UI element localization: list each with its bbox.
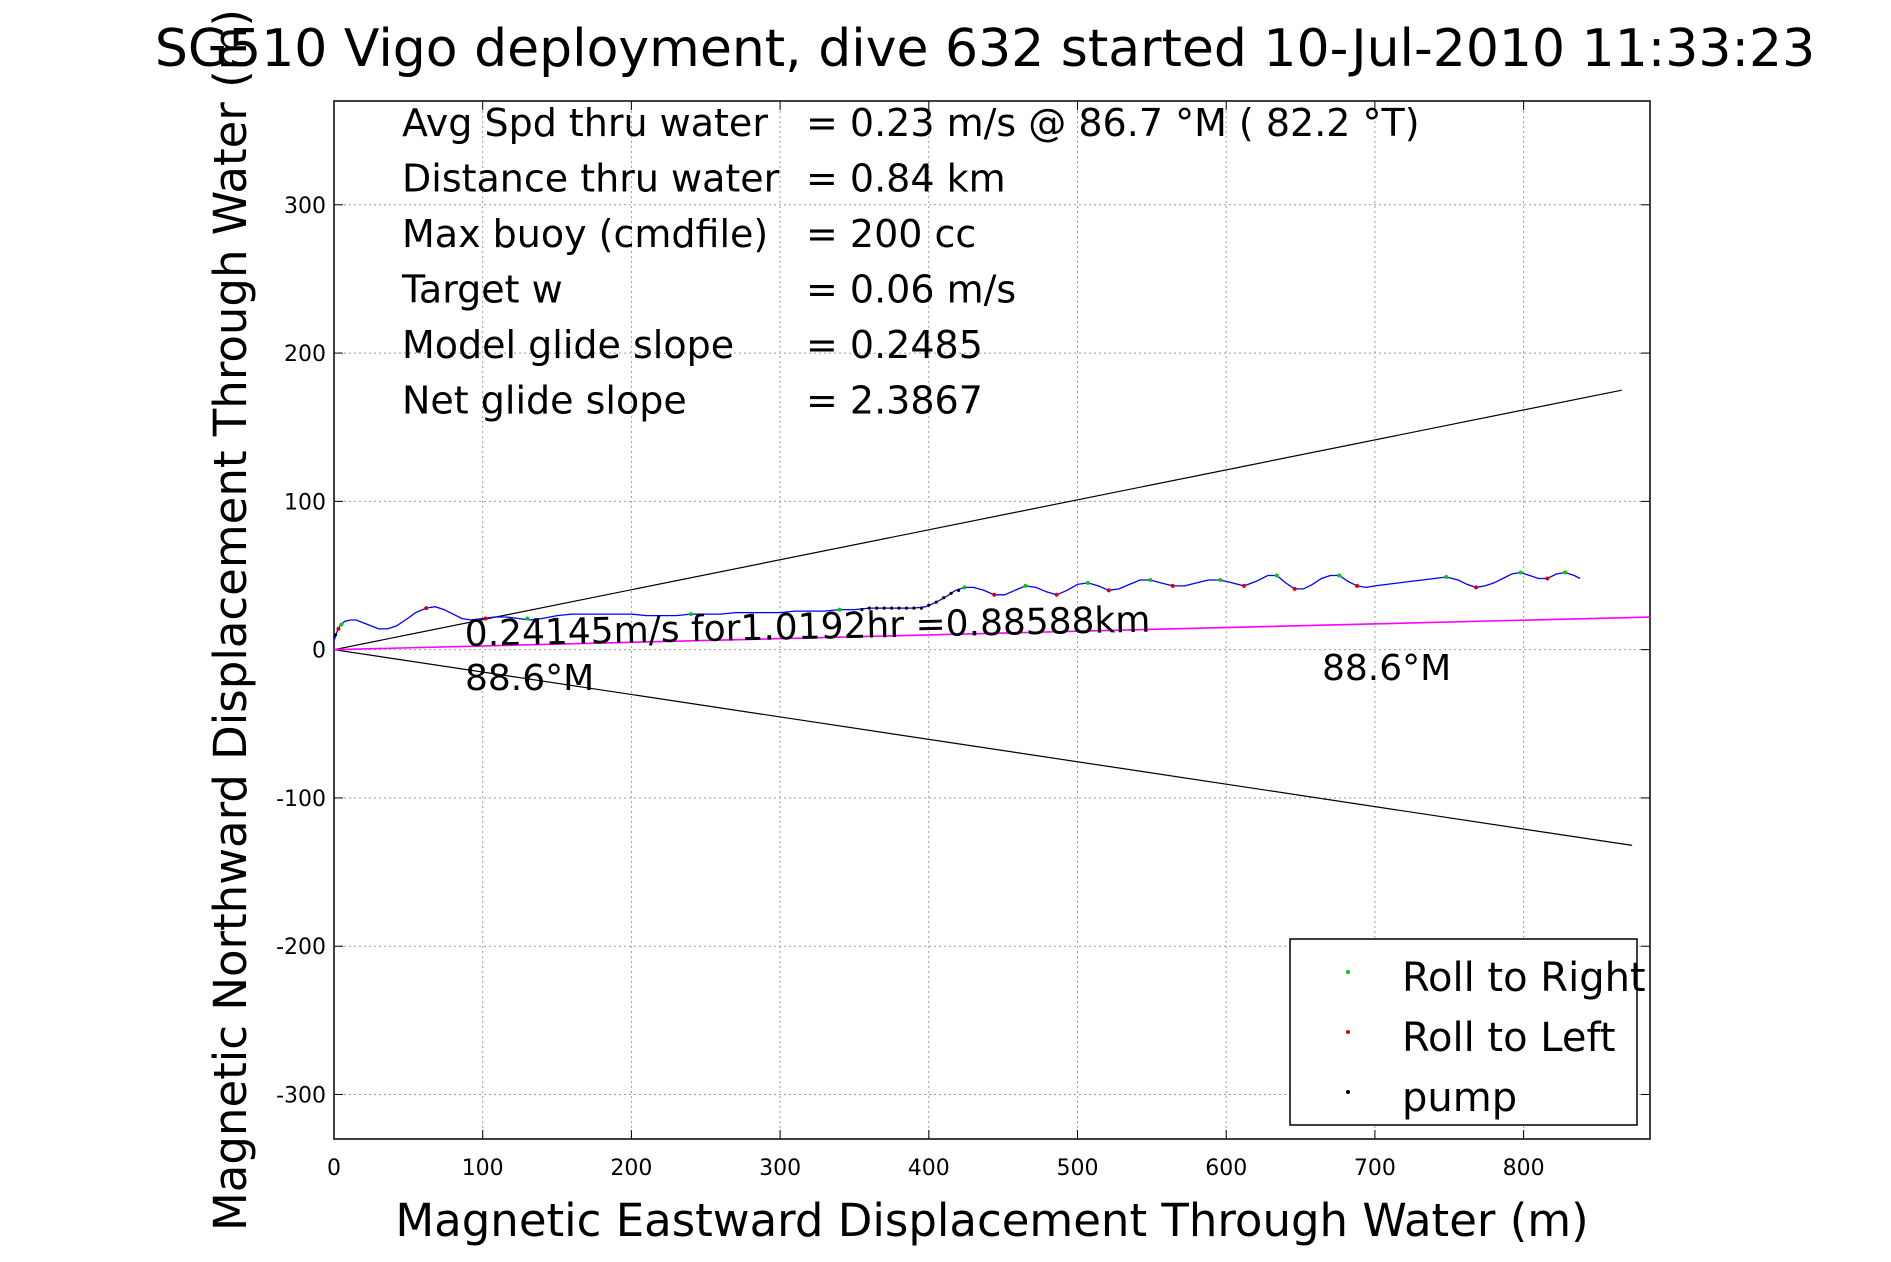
info-value: = 0.84 km	[806, 157, 1006, 201]
info-value: = 0.06 m/s	[806, 268, 1016, 312]
roll-left-marker	[483, 616, 488, 621]
x-tick-label: 800	[1503, 1156, 1545, 1181]
roll-left-marker	[1355, 583, 1360, 588]
pump-marker	[904, 606, 909, 610]
roll-right-marker	[1337, 573, 1342, 578]
roll-left-marker	[1545, 576, 1550, 581]
roll-left-marker	[992, 592, 997, 597]
x-axis-ticks: 0 100 200 300 400 500 600 700 800	[327, 101, 1545, 1181]
y-tick-label: -200	[276, 935, 326, 960]
roll-right-marker	[525, 616, 530, 621]
info-label: Model glide slope	[402, 323, 734, 367]
info-value: = 0.23 m/s @ 86.7 °M ( 82.2 °T)	[806, 101, 1420, 145]
y-tick-label: -100	[276, 787, 326, 812]
pump-marker	[934, 600, 938, 604]
info-label: Target w	[401, 268, 563, 312]
roll-right-marker	[837, 607, 842, 612]
legend-marker	[1346, 970, 1350, 974]
legend-marker	[1346, 1030, 1350, 1034]
info-label: Distance thru water	[402, 157, 780, 201]
x-tick-label: 200	[610, 1156, 652, 1181]
roll-and-pump-markers	[333, 570, 1568, 637]
y-tick-label: 300	[284, 194, 326, 219]
roll-right-marker	[1518, 570, 1523, 575]
y-tick-label: 0	[312, 639, 326, 664]
roll-left-marker	[1242, 583, 1247, 588]
legend-label: Roll to Right	[1402, 955, 1646, 1001]
roll-left-marker	[424, 606, 429, 611]
pump-marker	[890, 606, 894, 610]
pump-marker	[875, 606, 879, 610]
roll-right-marker	[1218, 577, 1223, 582]
pump-marker	[956, 588, 961, 592]
roll-right-marker	[1563, 570, 1568, 575]
y-tick-label: -300	[276, 1084, 326, 1109]
info-value: = 200 cc	[806, 212, 976, 256]
roll-right-marker	[1148, 577, 1153, 582]
pump-marker	[919, 606, 923, 610]
info-value: = 0.2485	[806, 323, 983, 367]
info-block: Avg Spd thru water = 0.23 m/s @ 86.7 °M (…	[401, 101, 1420, 423]
pump-marker	[882, 606, 886, 610]
pump-marker	[897, 606, 901, 610]
heading-line-path	[333, 616, 1651, 651]
roll-left-marker	[1106, 588, 1111, 593]
pump-marker	[867, 606, 871, 610]
roll-left-marker	[1292, 586, 1297, 591]
pump-marker	[949, 591, 953, 595]
cone-lines	[333, 389, 1633, 846]
info-label: Avg Spd thru water	[402, 101, 768, 145]
roll-right-marker	[962, 585, 967, 590]
x-tick-label: 700	[1354, 1156, 1396, 1181]
pump-marker	[912, 606, 916, 610]
y-tick-label: 200	[284, 342, 326, 367]
info-value: = 2.3867	[806, 379, 983, 423]
heading-label-right: 88.6°M	[1322, 648, 1451, 689]
y-axis-ticks: -300 -200 -100 0 100 200 300	[276, 194, 1650, 1109]
roll-right-marker	[688, 612, 693, 617]
roll-right-marker	[1444, 574, 1449, 579]
y-axis-label: Magnetic Northward Displacement Through …	[204, 9, 257, 1231]
x-axis-label: Magnetic Eastward Displacement Through W…	[395, 1194, 1588, 1247]
roll-right-marker	[1085, 580, 1090, 585]
x-tick-label: 400	[908, 1156, 950, 1181]
legend-label: pump	[1402, 1075, 1517, 1121]
x-tick-label: 500	[1057, 1156, 1099, 1181]
chart-title: SG510 Vigo deployment, dive 632 started …	[155, 19, 1815, 79]
roll-left-marker	[1054, 592, 1059, 597]
roll-left-marker	[336, 626, 341, 631]
x-tick-label: 300	[759, 1156, 801, 1181]
legend-label: Roll to Left	[1402, 1015, 1616, 1061]
cone-line	[333, 649, 1633, 846]
roll-left-marker	[1170, 583, 1175, 588]
x-tick-label: 0	[327, 1156, 341, 1181]
heading-line	[333, 616, 1651, 651]
roll-right-marker	[339, 622, 344, 627]
x-tick-label: 100	[462, 1156, 504, 1181]
x-tick-label: 600	[1205, 1156, 1247, 1181]
pump-marker	[860, 608, 864, 612]
pump-marker	[942, 596, 946, 600]
info-label: Max buoy (cmdfile)	[402, 212, 768, 256]
roll-right-marker	[1274, 573, 1279, 578]
roll-right-marker	[1023, 583, 1028, 588]
legend: Roll to Right Roll to Left pump	[1289, 938, 1646, 1126]
pump-marker	[927, 603, 931, 607]
y-tick-label: 100	[284, 490, 326, 515]
legend-marker	[1346, 1090, 1350, 1094]
cone-line	[333, 389, 1622, 651]
roll-left-marker	[1474, 585, 1479, 590]
info-label: Net glide slope	[402, 379, 687, 423]
heading-label-left: 88.6°M	[465, 658, 594, 699]
pump-marker	[333, 633, 338, 637]
